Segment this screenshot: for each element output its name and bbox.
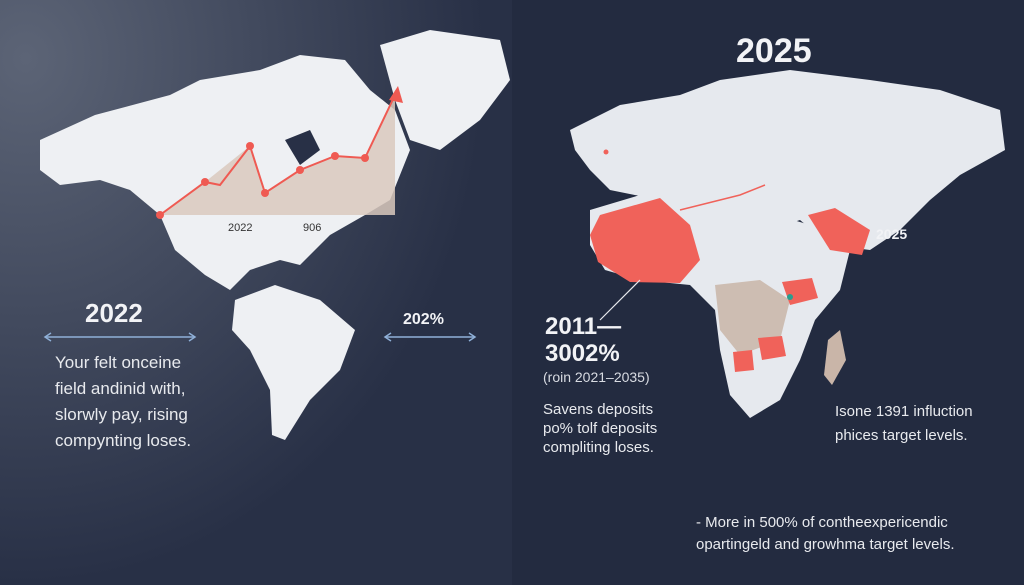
south-america	[232, 285, 355, 440]
text-line: phices target levels.	[835, 427, 968, 444]
title: 2025	[736, 32, 812, 70]
footer: - More in 500% of contheexpericendic opa…	[696, 512, 955, 556]
heading: 2011— 3002%	[545, 313, 621, 367]
island	[175, 85, 230, 110]
text-block: I⁠sone 1391 influction phices target lev…	[835, 400, 973, 448]
region-arabia	[808, 208, 870, 255]
map-label: 2025	[876, 226, 908, 242]
madagascar	[824, 330, 846, 385]
side-label: 202%	[403, 311, 444, 328]
text-line: opartingeld and growhma target levels.	[696, 536, 955, 553]
chart-points	[156, 142, 369, 219]
marker-dot	[603, 149, 609, 155]
chart-arrow	[389, 86, 403, 103]
text-line: slorwly pay, rising	[55, 405, 188, 424]
text-line: - More in 500% of contheexpericendic	[696, 514, 948, 531]
region-beige	[715, 280, 790, 355]
bay	[285, 130, 320, 165]
marker	[787, 294, 793, 300]
callout-line	[599, 279, 641, 321]
eurasia	[570, 70, 1005, 250]
heading-line: 2011—	[545, 313, 622, 340]
region-south-2	[758, 336, 786, 360]
text-line: po% tolf deposits	[543, 420, 658, 437]
greenland	[380, 30, 510, 150]
chart-label: 2022	[228, 222, 253, 234]
text-line: compliting loses.	[543, 439, 654, 456]
text-line: I⁠sone 1391 influction	[835, 403, 973, 420]
range: (roin 2021–2035)	[543, 369, 650, 385]
heading-line: 3002%	[545, 340, 620, 367]
region-west-africa	[590, 198, 700, 283]
text-block: Savens deposits po% tolf deposits compli…	[543, 400, 657, 457]
text-line: Savens deposits	[543, 401, 654, 418]
text-line: field andinid with,	[55, 379, 186, 398]
text-block: Your felt onceine field andinid with, sl…	[55, 350, 191, 454]
chart-label: 906	[303, 222, 322, 234]
text-line: Your felt onceine	[55, 353, 182, 372]
range-arrows	[43, 332, 477, 342]
region-south-1	[733, 350, 754, 372]
trend-line	[679, 184, 766, 211]
heading: 2022	[85, 298, 143, 328]
text-line: compynting loses.	[55, 431, 192, 450]
